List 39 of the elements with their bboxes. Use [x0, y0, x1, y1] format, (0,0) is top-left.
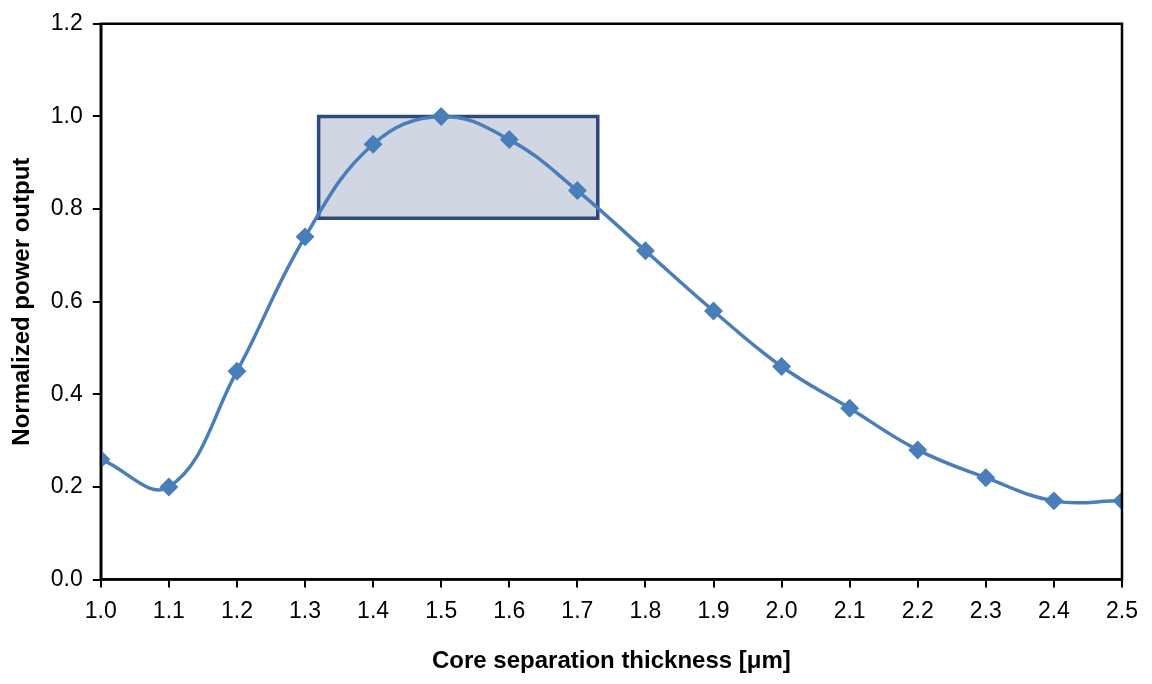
- x-tick-label: 2.1: [833, 596, 866, 623]
- x-tick-label: 2.5: [1106, 596, 1138, 623]
- point: [1045, 492, 1063, 510]
- y-axis-title: Normalized power output: [7, 157, 35, 446]
- y-tick-label: 0.8: [50, 194, 83, 221]
- point: [228, 362, 246, 380]
- point: [500, 130, 519, 149]
- y-tick-label: 1.2: [50, 9, 83, 36]
- point: [704, 302, 723, 320]
- y-tick-label: 1.0: [50, 101, 83, 128]
- x-tick-label: 2.4: [1037, 596, 1071, 623]
- point: [296, 228, 314, 246]
- x-tick-label: 1.0: [84, 596, 117, 623]
- x-tick-label: 2.0: [765, 596, 798, 623]
- y-tick-label: 0.6: [50, 287, 83, 314]
- y-tick-label: 0.0: [50, 564, 83, 591]
- x-tick-label: 2.3: [969, 596, 1002, 623]
- x-tick-label: 1.2: [220, 596, 253, 623]
- x-tick-label: 1.4: [357, 596, 390, 623]
- point: [840, 399, 859, 417]
- point: [364, 135, 382, 153]
- x-tick-label: 1.8: [629, 596, 662, 623]
- x-tick-label: 1.1: [152, 596, 185, 623]
- x-tick-label: 1.9: [697, 596, 730, 623]
- x-tick-label: 1.3: [289, 596, 322, 623]
- x-tick-label: 2.2: [901, 596, 934, 623]
- x-tick-label: 1.6: [493, 596, 526, 623]
- x-tick-label: 1.5: [425, 596, 458, 623]
- point: [568, 181, 587, 200]
- x-axis-title: Core separation thickness [μm]: [432, 646, 791, 674]
- point: [772, 357, 791, 376]
- point: [977, 468, 995, 487]
- x-tick-label: 1.7: [561, 596, 594, 623]
- point: [432, 107, 450, 126]
- point: [160, 478, 178, 496]
- y-tick-label: 0.2: [50, 472, 83, 499]
- point: [636, 242, 655, 260]
- point: [909, 441, 927, 459]
- y-tick-label: 0.4: [50, 379, 83, 406]
